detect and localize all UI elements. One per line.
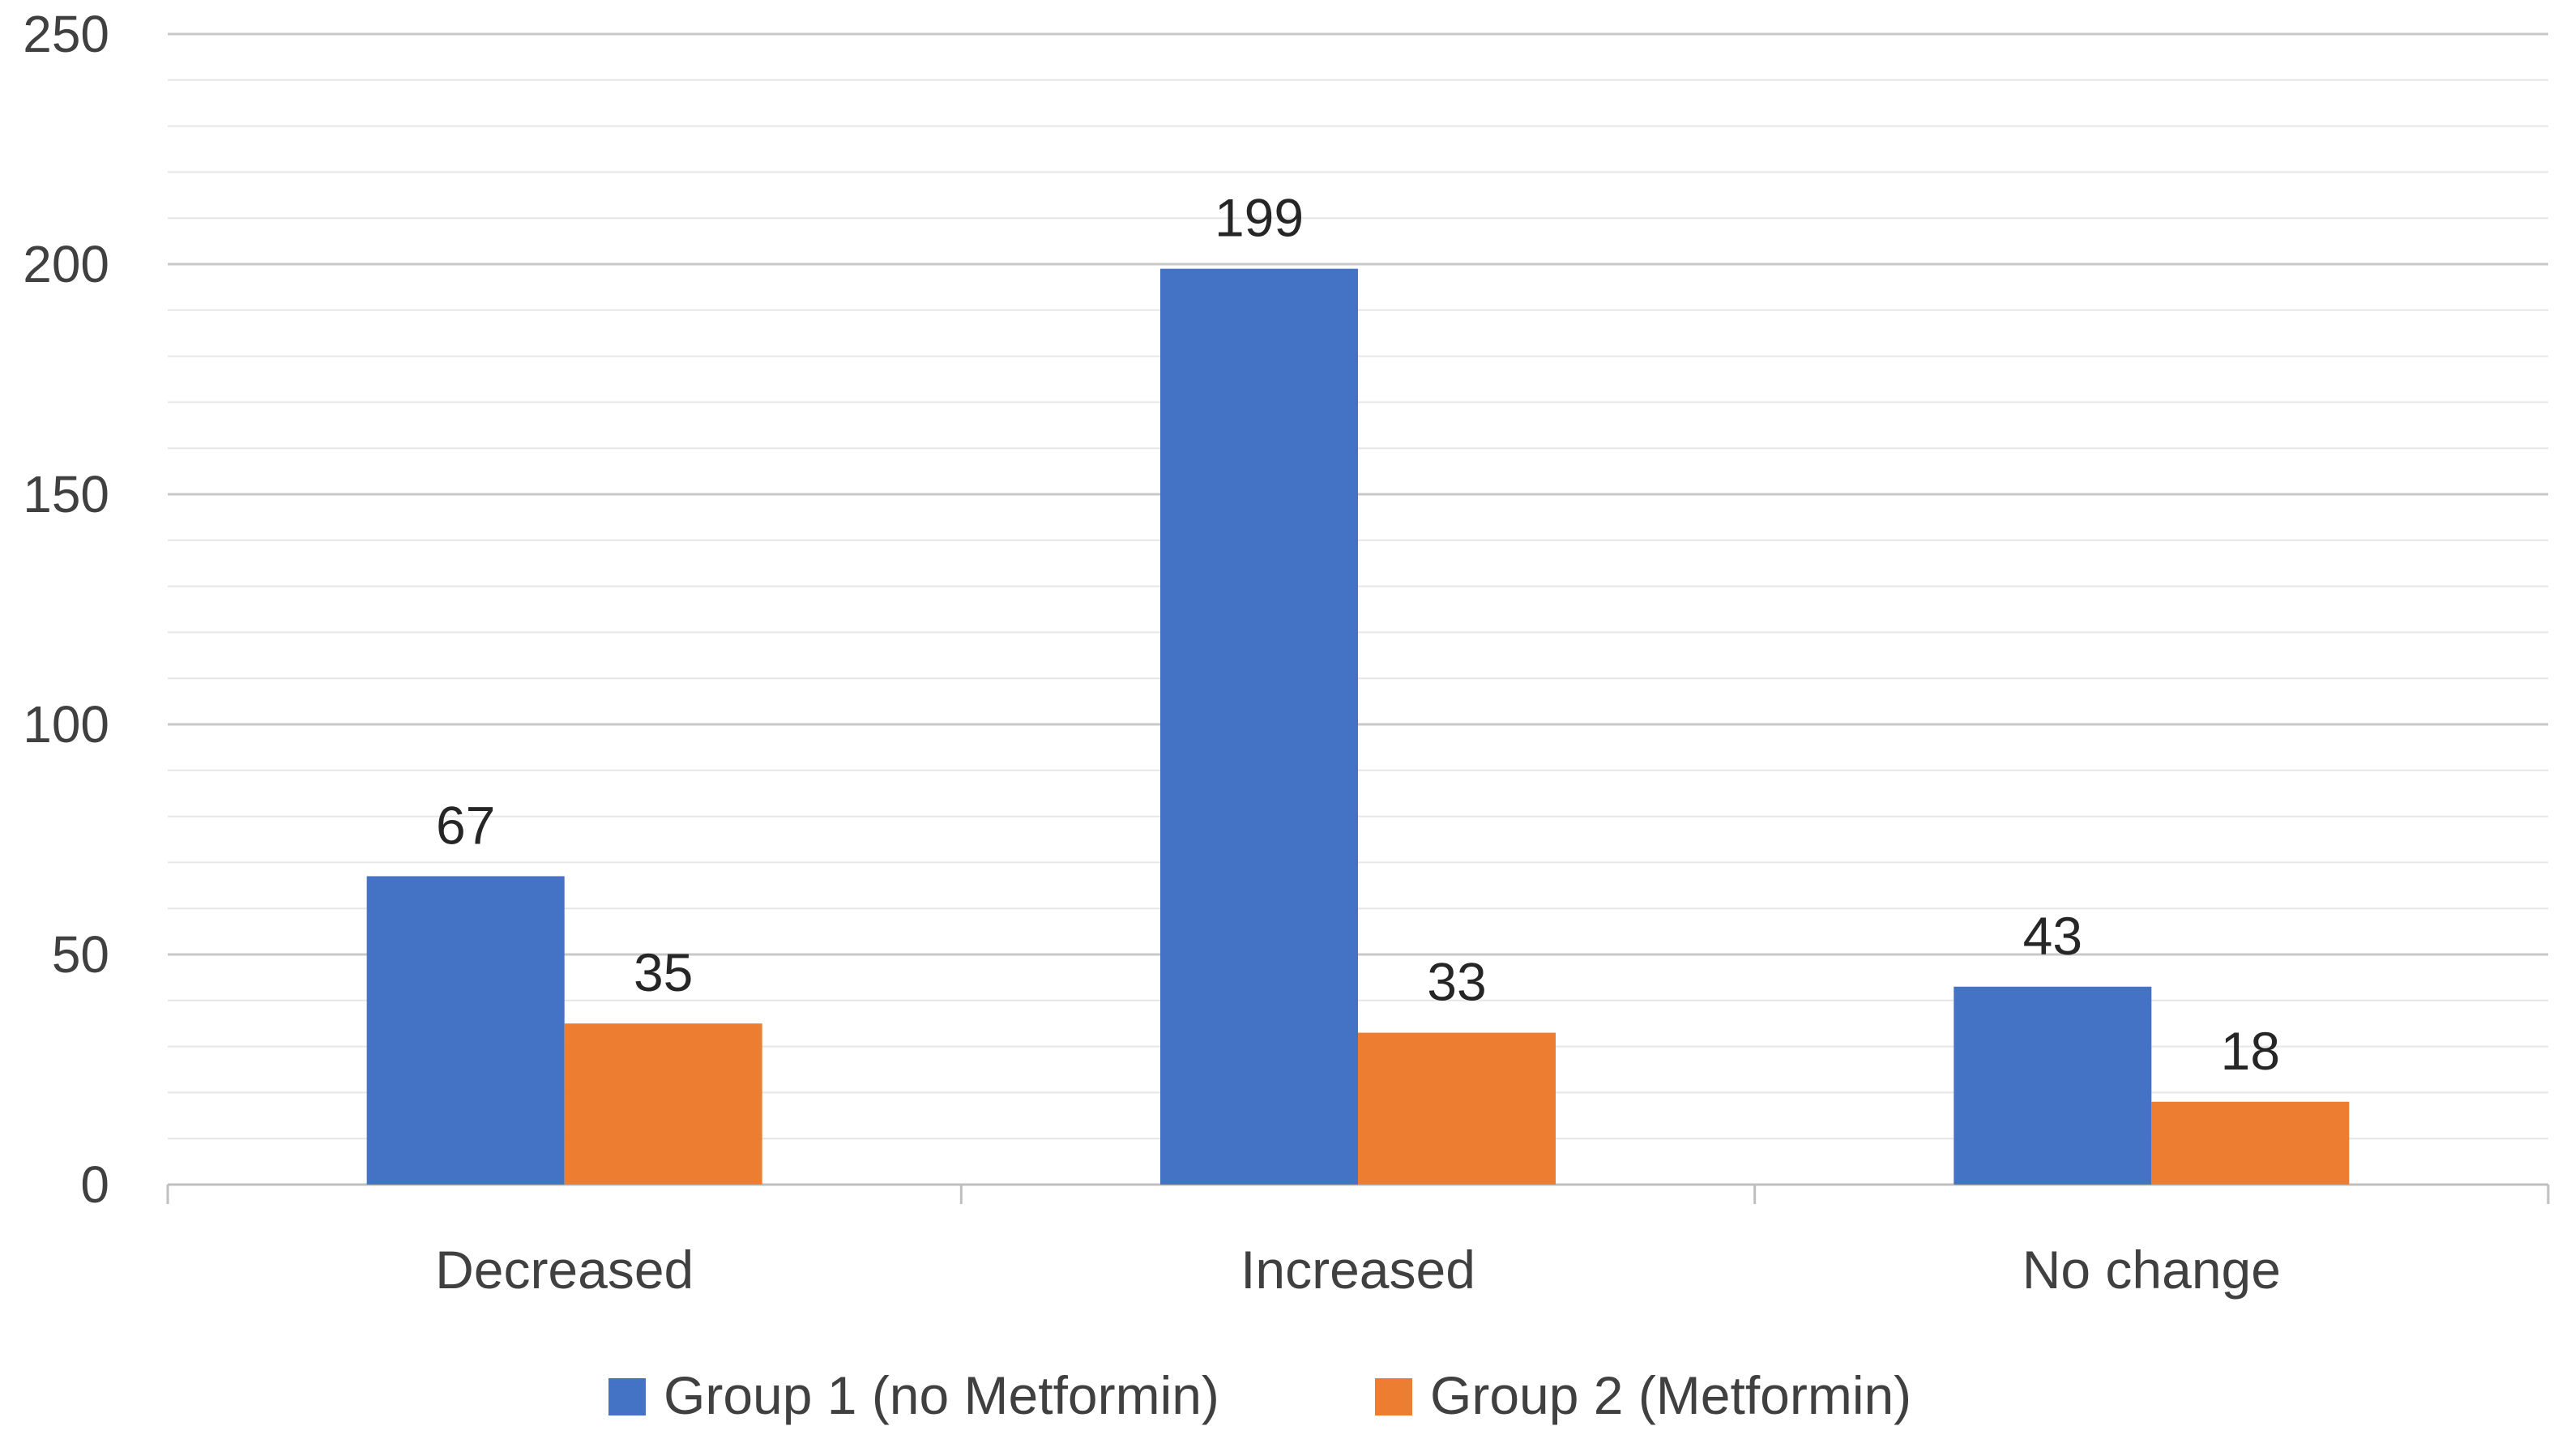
bar <box>2151 1101 2350 1185</box>
data-label: 67 <box>436 795 495 855</box>
y-tick-label: 200 <box>23 235 109 293</box>
axes: 0 50 100 150 200 250 Decreased Increased No chan… <box>23 5 2550 1300</box>
bar <box>1954 986 2152 1185</box>
data-labels: 67 35 199 33 43 18 <box>436 188 2280 1081</box>
bar <box>366 876 565 1185</box>
x-tick-label: Increased <box>1240 1240 1475 1300</box>
y-tick-label: 250 <box>23 5 109 63</box>
bar <box>1358 1032 1556 1185</box>
bar <box>1160 268 1358 1185</box>
y-tick-label: 0 <box>80 1155 109 1214</box>
y-tick-label: 50 <box>52 925 109 984</box>
bars <box>366 268 2350 1185</box>
x-tick-label: Decreased <box>435 1240 694 1300</box>
legend-swatch <box>608 1378 646 1415</box>
y-tick-label: 100 <box>23 695 109 754</box>
legend: Group 1 (no Metformin) Group 2 (Metformin… <box>608 1365 1911 1425</box>
bar <box>564 1023 762 1185</box>
legend-label: Group 2 (Metformin) <box>1430 1365 1911 1425</box>
legend-swatch <box>1375 1378 1412 1415</box>
data-label: 199 <box>1215 188 1304 248</box>
data-label: 43 <box>2023 906 2082 966</box>
data-label: 35 <box>634 942 693 1002</box>
data-label: 33 <box>1427 952 1486 1012</box>
data-label: 18 <box>2221 1021 2280 1081</box>
x-tick-label: No change <box>2022 1240 2281 1300</box>
y-tick-label: 150 <box>23 465 109 523</box>
legend-label: Group 1 (no Metformin) <box>664 1365 1219 1425</box>
